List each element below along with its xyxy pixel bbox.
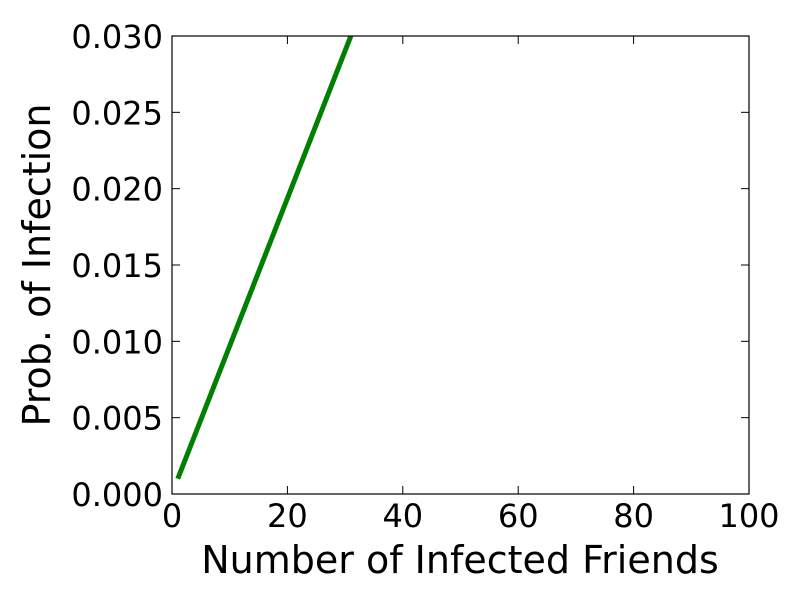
y-tick-label: 0.005 (71, 400, 163, 438)
plot-frame (171, 35, 750, 495)
x-tick-label: 0 (162, 497, 182, 535)
y-tick-label: 0.030 (71, 18, 163, 56)
x-tick-label: 100 (718, 497, 779, 535)
tick-labels: 0 20 40 60 80 100 0.000 0.005 0.010 0.015 0.020 0.0… (71, 18, 779, 535)
x-axis-title: Number of Infected Friends (201, 538, 719, 582)
x-tick-label: 60 (498, 497, 539, 535)
y-tick-label: 0.025 (71, 94, 163, 132)
y-tick-label: 0.015 (71, 247, 163, 285)
y-axis-title: Prob. of Infection (15, 104, 59, 427)
x-tick-label: 40 (382, 497, 423, 535)
y-tick-label: 0.020 (71, 171, 163, 209)
y-tick-label: 0.000 (71, 476, 163, 514)
series-layer (175, 36, 354, 480)
y-tick-label: 0.010 (71, 323, 163, 361)
x-tick-label: 80 (613, 497, 654, 535)
x-tick-label: 20 (267, 497, 308, 535)
ticks-layer (171, 35, 750, 495)
series-line (175, 36, 354, 480)
